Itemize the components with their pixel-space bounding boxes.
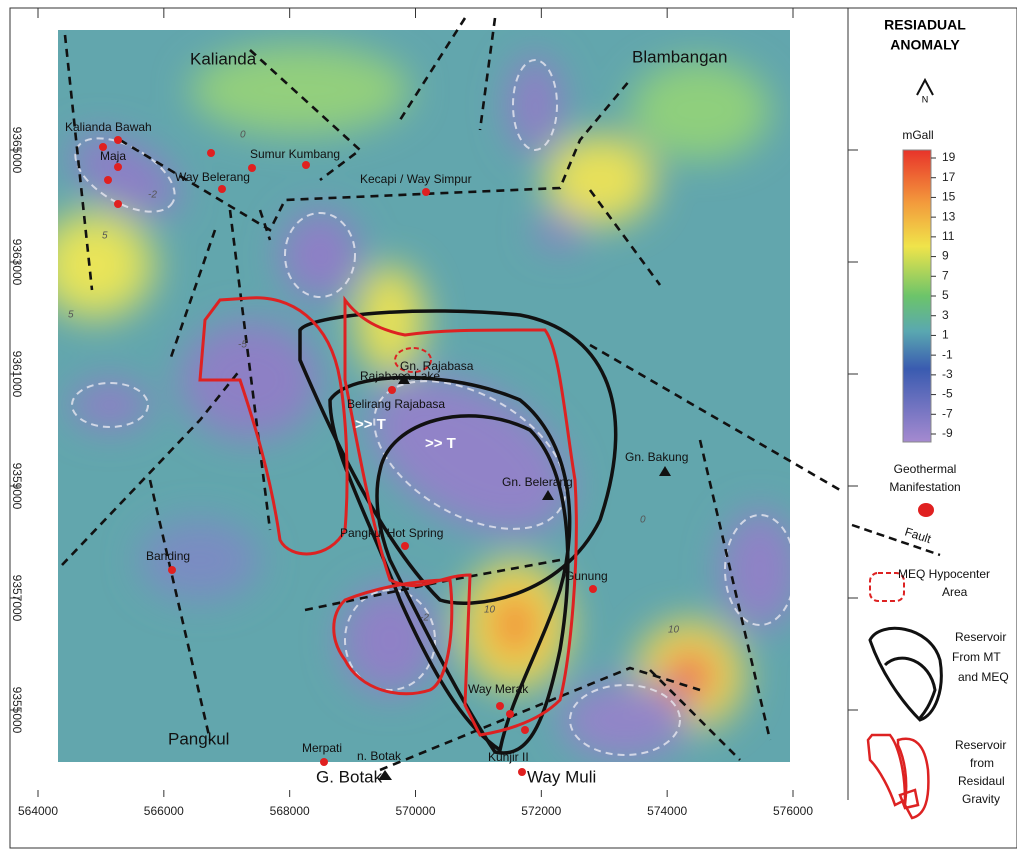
colorbar-label: 7 [942, 268, 949, 282]
colorbar-label: 19 [942, 150, 956, 164]
contour-label: 5 [68, 310, 74, 321]
gravity-symbol [866, 733, 930, 820]
place-label: n. Botak [357, 749, 402, 763]
place-label: Gunung [565, 569, 608, 583]
north-label: N [922, 94, 929, 104]
colorbar-ticks: 19 17 15 13 11 9 7 5 3 1 -1 -3 -5 -7 -9 [931, 150, 956, 440]
colorbar-label: 1 [942, 328, 949, 342]
manifestation-symbol [918, 503, 934, 517]
x-tick-label: 566000 [144, 804, 184, 818]
x-tick-label: 576000 [773, 804, 813, 818]
legend-label: From MT [952, 650, 1001, 664]
contour-label: -5 [238, 340, 247, 351]
x-tick-label: 572000 [521, 804, 561, 818]
contour-labels: 0 -2 5 5 -5 10 10 -2 0 [68, 130, 680, 636]
colorbar [902, 149, 932, 443]
place-label: Way Merak [468, 682, 529, 696]
meq-symbol [869, 572, 905, 602]
faults [61, 17, 841, 772]
contour-label: -2 [420, 613, 429, 624]
y-tick-label: 9361000 [10, 351, 24, 398]
colorbar-label: -9 [942, 426, 953, 440]
y-tick-label: 9359000 [10, 463, 24, 510]
legend-title: RESIADUAL [884, 17, 966, 33]
place-label: Gn. Belerang [502, 475, 573, 489]
unit-label: mGall [902, 128, 933, 142]
legend-label: MEQ Hypocenter [898, 567, 990, 581]
x-tick-label: 574000 [647, 804, 687, 818]
place-label: Maja [100, 149, 126, 163]
colorbar-label: 11 [942, 229, 955, 243]
legend: RESIADUAL ANOMALY N mGall 19 17 15 13 11 9 7 5 3… [851, 17, 1009, 820]
legend-label: Gravity [962, 792, 1000, 806]
manifestations [99, 136, 597, 776]
axes: 564000 566000 568000 570000 572000 574000 5760… [10, 8, 858, 818]
y-tick-label: 9365000 [10, 127, 24, 174]
x-tick-label: 564000 [18, 804, 58, 818]
place-label: Pangkul Hot Spring [340, 526, 443, 540]
colorbar-label: -7 [942, 406, 953, 420]
place-label: >> T [355, 416, 386, 433]
place-label: Pangkul [168, 729, 229, 748]
contour-label: 10 [668, 625, 680, 636]
x-tick-label: 568000 [270, 804, 310, 818]
place-label: G. Botak [316, 767, 383, 786]
place-label: Gn. Rajabasa [400, 359, 474, 373]
contour-label: 0 [640, 515, 646, 526]
legend-label: from [970, 756, 994, 770]
place-label: Kunjir II [488, 750, 529, 764]
y-tick-label: 9357000 [10, 575, 24, 622]
place-label: >> T [425, 435, 456, 452]
place-label: Banding [146, 549, 190, 563]
legend-label: Manifestation [889, 480, 960, 494]
x-tick-label: 570000 [395, 804, 435, 818]
contour-label: -2 [148, 190, 157, 201]
place-label: Way Muli [527, 767, 596, 786]
colorbar-label: 13 [942, 209, 956, 223]
place-label: Kalianda Bawah [65, 120, 152, 134]
fault-symbol [851, 523, 941, 557]
legend-label: Residaul [958, 774, 1005, 788]
colorbar-label: -1 [942, 347, 953, 361]
place-label: Kalianda [190, 49, 257, 68]
place-label: Rajabasa Lake [360, 369, 440, 383]
reservoir-gravity [198, 295, 578, 737]
legend-label: Area [942, 585, 968, 599]
colorbar-label: 15 [942, 190, 956, 204]
colorbar-label: -5 [942, 387, 953, 401]
place-label: Blambangan [632, 47, 727, 66]
legend-title: ANOMALY [890, 37, 960, 53]
place-label: Gn. Bakung [625, 450, 688, 464]
colorbar-label: 17 [942, 170, 956, 184]
y-tick-label: 9355000 [10, 687, 24, 734]
mt-symbol [868, 626, 943, 722]
contour-label: 0 [240, 130, 246, 141]
colorbar-label: 3 [942, 308, 949, 322]
peaks [378, 374, 671, 780]
colorbar-label: -3 [942, 367, 953, 381]
anomaly-map [58, 30, 790, 762]
place-label: Belirang Rajabasa [347, 397, 445, 411]
place-label: Sumur Kumbang [250, 147, 340, 161]
contour-label: 10 [484, 605, 496, 616]
place-label: Merpati [302, 741, 342, 755]
colorbar-label: 9 [942, 249, 949, 263]
y-tick-label: 9363000 [10, 239, 24, 286]
place-label: Way Belerang [175, 170, 250, 184]
colorbar-label: 5 [942, 288, 949, 302]
north-arrow [916, 77, 934, 96]
place-labels: Kalianda Blambangan Kalianda Bawah Maja … [65, 47, 727, 786]
legend-label: Geothermal [894, 462, 957, 476]
legend-label: Reservoir [955, 738, 1006, 752]
contour-label: 5 [102, 231, 108, 242]
legend-label: Reservoir [955, 630, 1006, 644]
legend-label: and MEQ [958, 670, 1009, 684]
place-label: Kecapi / Way Simpur [360, 172, 472, 186]
